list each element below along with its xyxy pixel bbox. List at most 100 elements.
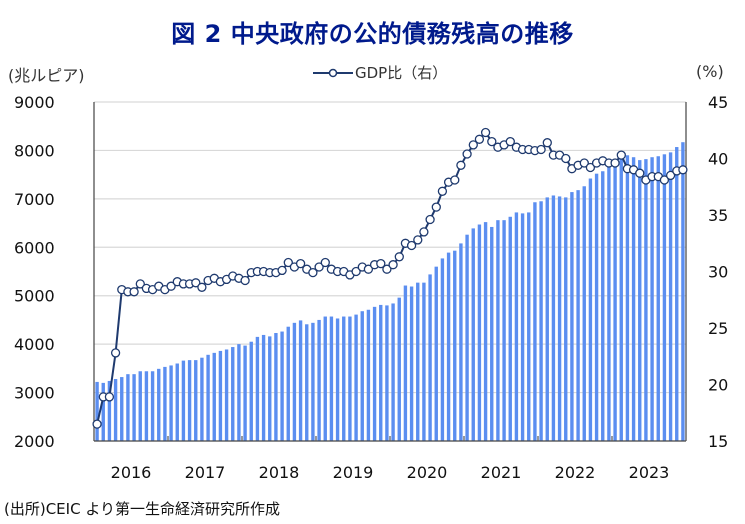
bar [187,360,192,441]
bar-series [95,142,685,442]
bar [533,202,537,441]
bar [113,379,118,441]
right-axis-tick-label: 40 [708,150,728,169]
right-axis-tick-label: 15 [708,432,728,451]
gdp-ratio-point [536,144,546,155]
bar [379,304,383,441]
bar [132,374,136,441]
bar [397,297,401,441]
gdp-ratio-point [450,175,460,185]
bar [681,142,685,441]
x-axis-tick-label: 2017 [185,463,226,482]
gdp-ratio-point [487,136,497,147]
bar [619,157,623,441]
gdp-ratio-point [462,149,472,159]
right-axis-tick-label: 35 [708,206,728,225]
legend-label-gdp-ratio: GDP比（右） [355,64,448,82]
bar [311,322,315,441]
bar [163,366,167,441]
bar [656,156,660,442]
left-axis-unit-label: (兆ルピア) [8,66,85,85]
bar [101,382,105,441]
bar [95,381,99,441]
bar [126,374,130,441]
gdp-ratio-point [437,186,448,196]
bar [625,155,630,441]
bar [662,154,667,442]
bar [138,371,142,441]
bar [582,186,586,441]
gdp-ratio-point [659,175,670,185]
gdp-ratio-point [129,287,139,297]
x-axis-tick-label: 2020 [407,463,448,482]
right-axis-unit-label: (%) [696,62,724,81]
bar [650,157,654,441]
bar [477,224,482,441]
bar [496,220,500,441]
right-axis-tick-label: 45 [708,93,728,112]
x-axis-tick-label: 2019 [333,463,374,482]
bar [261,334,266,441]
bar [557,196,562,441]
bar [150,371,155,441]
bar [274,333,278,441]
bar [502,220,506,441]
bar [607,166,611,441]
bar [391,303,395,441]
bar [335,318,340,441]
bar [372,306,377,441]
bar [175,363,179,441]
gdp-ratio-point [480,127,491,138]
gdp-ratio-point [92,419,102,429]
bar [631,157,636,441]
bar [638,160,642,442]
bar [508,216,512,441]
bar [576,190,580,441]
gdp-ratio-point [308,267,318,278]
right-axis-tick-label: 25 [708,319,728,338]
x-axis-tick-label: 2016 [111,463,152,482]
axis-labels: 2000 3000 4000 5000 6000 7000 8000 9000 15 20 25 30… [14,93,728,482]
axes [93,102,687,442]
left-axis-tick-label: 8000 [14,141,55,160]
bar [107,380,112,441]
gdp-ratio-point [135,279,145,289]
bar [668,152,673,441]
gdp-ratio-point [431,202,441,212]
gdp-ratio-point [394,252,404,262]
bar [385,305,389,441]
left-axis-tick-label: 6000 [14,238,55,257]
bar [181,360,186,441]
gdp-ratio-point [635,168,645,178]
chart-title: 図 2 中央政府の公的債務残高の推移 [171,20,574,48]
bar [292,322,297,441]
bar [342,316,346,441]
bar [570,192,574,441]
bar [483,222,488,441]
gdp-ratio-point [425,214,435,225]
bar [644,159,648,441]
gdp-ratio-point [295,258,306,269]
gridlines [94,101,686,394]
bar [428,274,432,441]
bar [206,354,210,441]
bar [200,357,204,441]
gdp-ratio-point [542,138,552,148]
gdp-ratio-point [240,275,250,286]
x-axis-tick-label: 2023 [629,463,670,482]
left-axis-tick-label: 9000 [14,93,55,112]
legend: GDP比（右） [313,62,447,83]
gdp-ratio-point [610,158,620,168]
bar [231,347,235,441]
bar [520,213,525,441]
bar [194,360,198,441]
gdp-ratio-point [678,165,688,175]
bar [490,226,494,441]
gdp-ratio-point [665,170,676,181]
x-axis-tick-label: 2022 [555,463,596,482]
bar [224,349,229,441]
x-axis-tick-label: 2021 [481,463,522,482]
gdp-ratio-point [474,134,485,144]
bar [144,371,149,441]
gdp-ratio-point [585,162,596,173]
